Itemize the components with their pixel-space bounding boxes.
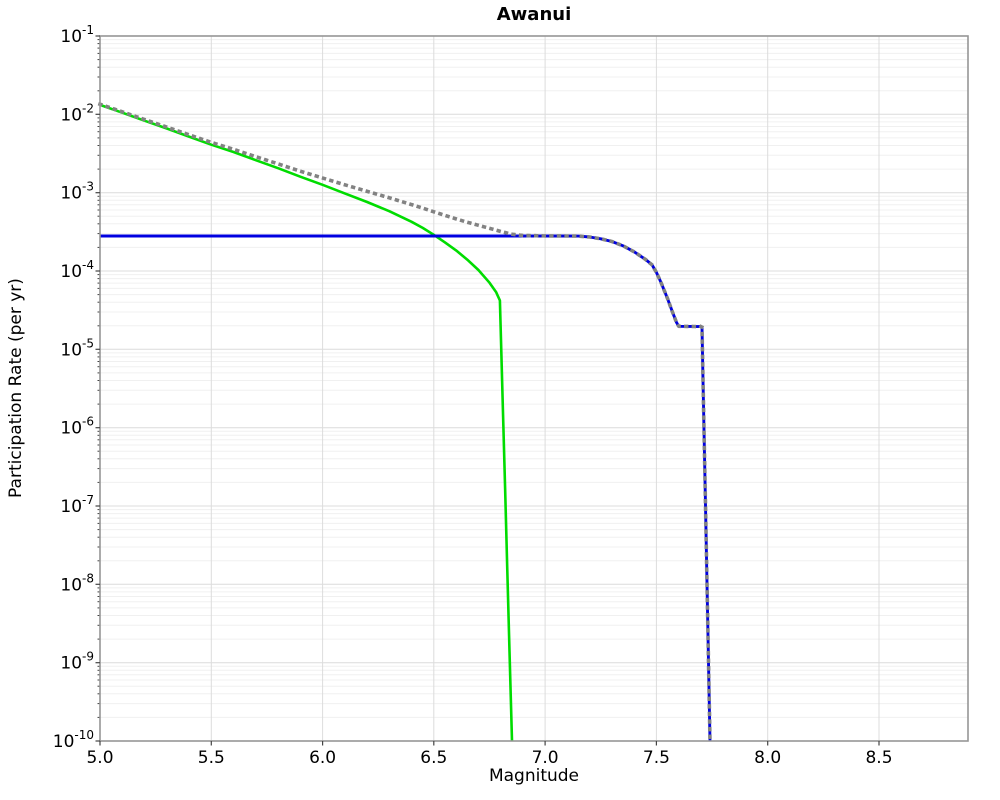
y-tick-label: 10-7 <box>60 493 94 517</box>
y-tick-label: 10-6 <box>60 415 94 439</box>
y-tick-label: 10-5 <box>60 336 94 360</box>
x-tick-label: 8.0 <box>754 748 781 768</box>
y-tick-label: 10-3 <box>60 180 94 204</box>
x-tick-label: 6.5 <box>420 748 447 768</box>
x-tick-label: 5.5 <box>198 748 225 768</box>
plot-frame <box>99 35 969 742</box>
y-axis-title: Participation Rate (per yr) <box>6 278 26 498</box>
y-tick-label: 10-1 <box>60 23 94 47</box>
series-dotted-gray <box>97 101 712 743</box>
x-tick-label: 5.0 <box>86 748 113 768</box>
series-solid-blue <box>100 234 712 742</box>
y-tick-label: 10-9 <box>60 650 94 674</box>
x-tick-label: 8.5 <box>865 748 892 768</box>
x-tick-label: 7.5 <box>643 748 670 768</box>
x-tick-label: 6.0 <box>309 748 336 768</box>
y-tick-label: 10-10 <box>53 728 94 752</box>
y-tick-label: 10-2 <box>60 101 94 125</box>
x-axis-title: Magnitude <box>488 766 580 786</box>
series-solid-green <box>99 103 514 742</box>
y-tick-label: 10-4 <box>60 258 94 282</box>
y-tick-label: 10-8 <box>60 571 94 595</box>
x-tick-label: 7.0 <box>532 748 559 768</box>
chart-title: Awanui <box>496 4 572 25</box>
